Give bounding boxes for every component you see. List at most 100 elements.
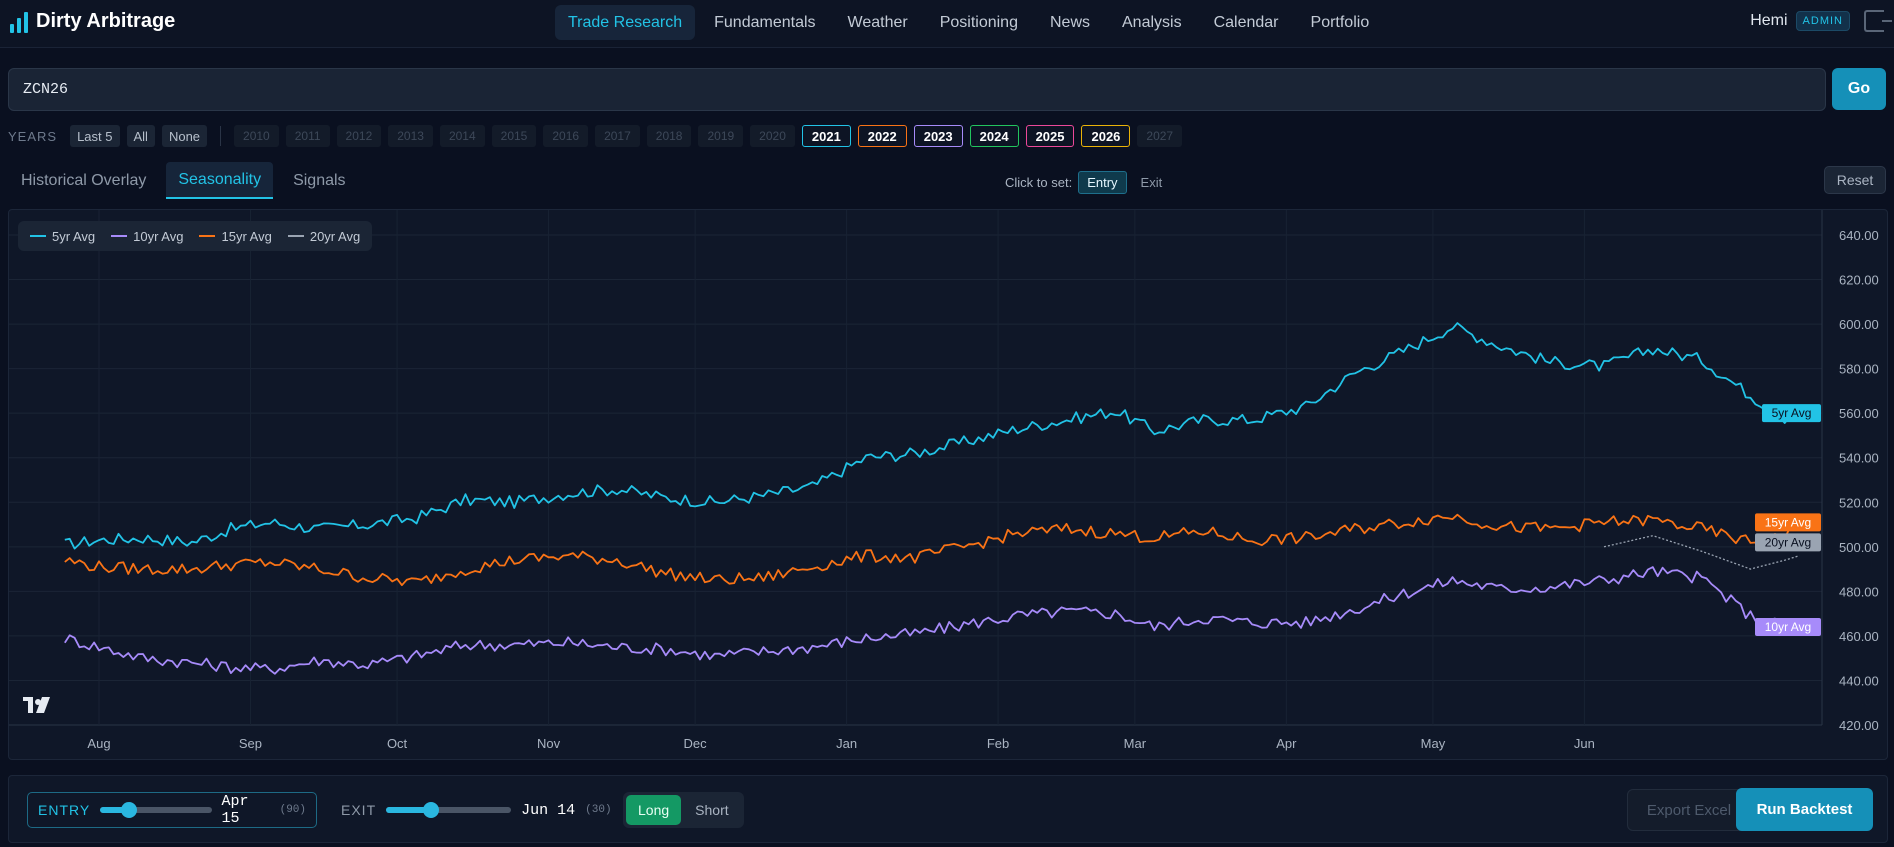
- year-chip-2026[interactable]: 2026: [1081, 125, 1131, 147]
- year-chip-2019[interactable]: 2019: [698, 125, 744, 147]
- entry-slider-thumb[interactable]: [121, 802, 138, 818]
- series-line-20yr-avg: [1603, 535, 1800, 570]
- year-chip-2020[interactable]: 2020: [750, 125, 795, 147]
- reset-button[interactable]: Reset: [1824, 166, 1886, 194]
- short-option[interactable]: Short: [695, 802, 729, 818]
- run-backtest-button[interactable]: Run Backtest: [1736, 788, 1873, 831]
- y-tick-label: 420.00: [1839, 718, 1879, 733]
- series-end-label: 5yr Avg: [1772, 406, 1812, 420]
- y-tick-label: 600.00: [1839, 317, 1879, 332]
- top-bar: Dirty Arbitrage Trade Research Fundamenta…: [0, 0, 1894, 48]
- exit-date: Jun 14: [521, 801, 576, 819]
- symbol-search-row: Go: [8, 68, 1886, 112]
- click-to-set-label: Click to set:: [1005, 175, 1073, 190]
- tab-signals[interactable]: Signals: [293, 171, 346, 189]
- legend-item[interactable]: 10yr Avg: [111, 229, 183, 244]
- year-chip-2024[interactable]: 2024: [969, 125, 1019, 147]
- entry-control: ENTRY Apr 15 (90): [27, 792, 317, 828]
- entry-slider[interactable]: [100, 802, 212, 818]
- year-chip-2018[interactable]: 2018: [646, 125, 692, 147]
- legend-label: 5yr Avg: [52, 228, 96, 244]
- x-tick-label: Jan: [836, 736, 857, 751]
- year-chip-2016[interactable]: 2016: [543, 125, 589, 147]
- go-button[interactable]: Go: [1832, 68, 1886, 110]
- y-tick-label: 460.00: [1839, 629, 1879, 644]
- tab-seasonality[interactable]: Seasonality: [166, 162, 274, 199]
- logout-icon[interactable]: [1864, 10, 1892, 32]
- user-name: Hemi: [1750, 12, 1788, 29]
- exit-slider-thumb[interactable]: [423, 802, 440, 818]
- y-tick-label: 440.00: [1839, 673, 1879, 688]
- years-preset-all[interactable]: All: [126, 125, 155, 147]
- year-chip-2011[interactable]: 2011: [285, 125, 330, 147]
- exit-slider[interactable]: [386, 802, 512, 818]
- legend-label: 10yr Avg: [133, 228, 184, 244]
- exit-label: EXIT: [341, 802, 377, 818]
- legend-item[interactable]: 5yr Avg: [30, 229, 95, 244]
- years-label: YEARS: [8, 128, 58, 144]
- chart-canvas[interactable]: 640.00 620.00 600.00 580.00 560.00 540.00 520.…: [9, 210, 1888, 760]
- long-option[interactable]: Long: [626, 795, 682, 825]
- years-preset-none[interactable]: None: [161, 125, 208, 147]
- x-tick-label: Sep: [239, 736, 262, 751]
- tab-historical-overlay[interactable]: Historical Overlay: [21, 171, 147, 189]
- app-title: Dirty Arbitrage: [36, 10, 176, 32]
- nav-item-fundamentals[interactable]: Fundamentals: [714, 13, 816, 31]
- y-tick-label: 640.00: [1839, 228, 1879, 243]
- user-area: Hemi ADMIN: [1750, 10, 1892, 32]
- view-tabs: Historical Overlay Seasonality Signals: [9, 162, 358, 199]
- legend-swatch: [199, 235, 216, 237]
- year-chip-2013[interactable]: 2013: [388, 125, 433, 147]
- set-exit-toggle[interactable]: Exit: [1140, 175, 1163, 190]
- set-entry-toggle[interactable]: Entry: [1078, 171, 1127, 194]
- nav-item-analysis[interactable]: Analysis: [1122, 13, 1182, 31]
- series-line-10yr-avg: [64, 566, 1800, 675]
- legend-swatch: [287, 235, 304, 237]
- y-tick-label: 520.00: [1839, 495, 1879, 510]
- nav-item-portfolio[interactable]: Portfolio: [1310, 13, 1370, 31]
- year-chip-2014[interactable]: 2014: [439, 125, 485, 147]
- y-tick-label: 620.00: [1839, 273, 1879, 288]
- nav-item-weather[interactable]: Weather: [847, 13, 908, 31]
- legend-swatch: [111, 235, 128, 237]
- direction-toggle: Long Short: [623, 792, 744, 828]
- year-chip-2015[interactable]: 2015: [491, 125, 537, 147]
- legend-item[interactable]: 20yr Avg: [287, 229, 360, 244]
- year-chip-2023[interactable]: 2023: [913, 125, 963, 147]
- symbol-input[interactable]: [8, 68, 1826, 111]
- year-chip-2010[interactable]: 2010: [234, 125, 279, 147]
- series-line-5yr-avg: [64, 322, 1801, 550]
- year-chip-2025[interactable]: 2025: [1025, 125, 1075, 147]
- nav-item-calendar[interactable]: Calendar: [1213, 13, 1279, 31]
- entry-slider-fill: [100, 807, 130, 813]
- year-chip-2017[interactable]: 2017: [595, 125, 640, 147]
- year-chip-2027[interactable]: 2027: [1137, 125, 1183, 147]
- year-chip-2022[interactable]: 2022: [857, 125, 907, 147]
- app-logo[interactable]: Dirty Arbitrage: [10, 10, 175, 33]
- backtest-controls: ENTRY Apr 15 (90) EXIT Jun 14 (30) Long …: [8, 775, 1888, 843]
- click-to-set: Click to set: Entry Exit: [1005, 171, 1170, 194]
- export-excel-button[interactable]: Export Excel: [1627, 789, 1751, 831]
- exit-slider-fill: [386, 807, 432, 813]
- seasonality-chart[interactable]: 640.00 620.00 600.00 580.00 560.00 540.00 520.…: [8, 209, 1888, 760]
- nav-item-positioning[interactable]: Positioning: [939, 13, 1018, 31]
- main-nav: Trade Research Fundamentals Weather Positio…: [555, 5, 1382, 40]
- entry-label: ENTRY: [38, 802, 91, 818]
- series-end-label: 20yr Avg: [1765, 535, 1811, 549]
- years-preset-last-5[interactable]: Last 5: [70, 125, 120, 147]
- x-tick-label: Feb: [987, 736, 1009, 751]
- series-end-label: 10yr Avg: [1765, 620, 1811, 634]
- x-tick-label: Jun: [1574, 736, 1595, 751]
- year-chip-2012[interactable]: 2012: [336, 125, 382, 147]
- exit-control: EXIT Jun 14 (30): [341, 792, 612, 828]
- year-chip-2021[interactable]: 2021: [801, 125, 851, 147]
- entry-days: (90): [279, 804, 306, 816]
- tradingview-logo-icon[interactable]: [23, 697, 50, 713]
- y-tick-label: 540.00: [1839, 451, 1879, 466]
- series-end-label-bg: [1755, 533, 1821, 552]
- role-badge: ADMIN: [1795, 11, 1850, 31]
- x-tick-label: Mar: [1124, 736, 1147, 751]
- legend-item[interactable]: 15yr Avg: [199, 229, 272, 244]
- nav-item-trade-research[interactable]: Trade Research: [555, 5, 696, 40]
- nav-item-news[interactable]: News: [1049, 13, 1090, 31]
